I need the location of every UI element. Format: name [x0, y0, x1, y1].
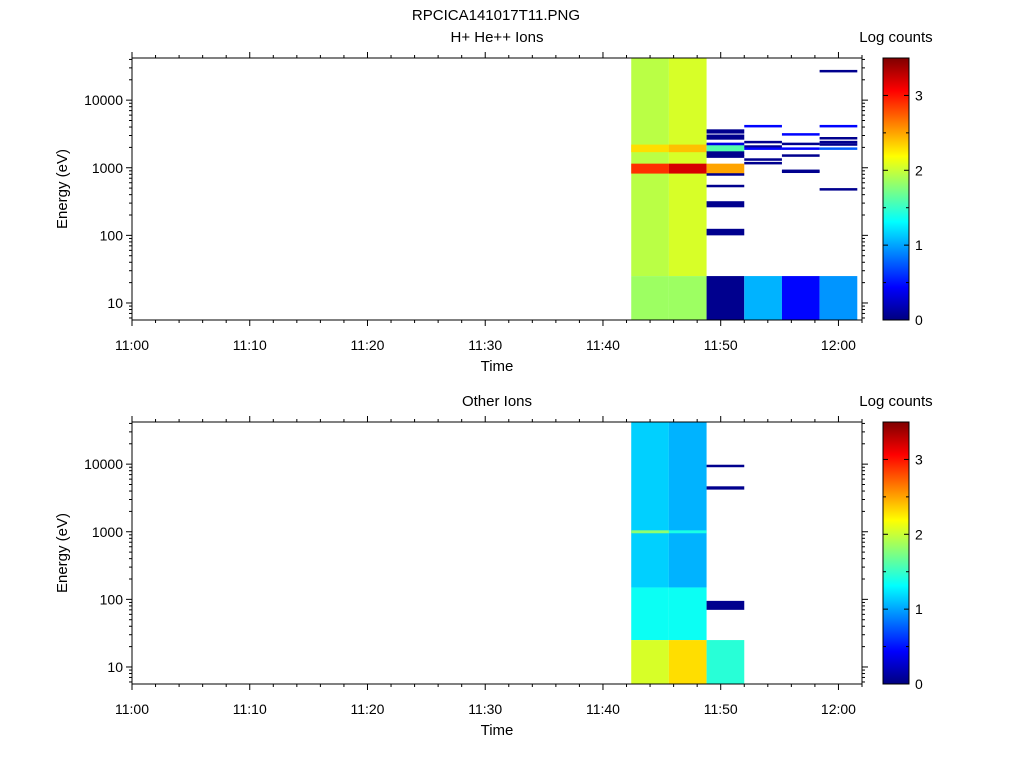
figure-title: RPCICA141017T11.PNG — [412, 7, 580, 24]
heatmap-cell — [631, 530, 669, 534]
heatmap-cell — [744, 276, 782, 320]
x-tick-label: 11:50 — [704, 337, 738, 353]
panel-2: 11:00 11:10 11:20 11:30 11:40 11:50 12:0010100… — [54, 393, 933, 739]
heatmap-cell — [706, 142, 745, 146]
heatmap-cell — [706, 155, 745, 158]
x-tick-label: 11:20 — [350, 337, 384, 353]
colorbar-label: Log counts — [859, 393, 932, 410]
heatmap-cell — [744, 158, 782, 161]
heatmap-cell — [706, 134, 745, 140]
heatmap-cell — [744, 161, 782, 165]
heatmap-cell — [781, 133, 820, 136]
colorbar — [882, 57, 910, 321]
heatmap-cell — [706, 201, 745, 208]
heatmap-cell — [781, 170, 820, 174]
colorbar-tick-label: 1 — [915, 237, 923, 253]
heatmap-cell — [781, 147, 820, 150]
heatmap-cell — [819, 137, 858, 140]
heatmap-cell — [668, 640, 707, 684]
x-tick-label: 12:00 — [821, 701, 856, 717]
y-axis-label: Energy (eV) — [54, 513, 71, 593]
heatmap-cell — [706, 486, 745, 490]
x-tick-label: 11:30 — [468, 337, 502, 353]
colorbar-tick-label: 2 — [915, 162, 923, 178]
y-tick-label: 100 — [100, 227, 124, 243]
colorbar-tick-label: 2 — [915, 526, 923, 542]
colorbar — [882, 421, 910, 685]
heatmap-cell — [706, 144, 745, 153]
heatmap-cell — [819, 147, 858, 150]
heatmap-cell — [706, 640, 745, 684]
heatmap-cell — [668, 530, 707, 534]
heatmap-cell — [631, 163, 669, 174]
x-tick-label: 11:20 — [350, 701, 384, 717]
x-tick-label: 11:40 — [586, 701, 620, 717]
x-axis-label: Time — [481, 722, 514, 739]
x-tick-label: 12:00 — [821, 337, 856, 353]
heatmap-cell — [631, 144, 669, 153]
colorbar-tick-label: 0 — [915, 676, 923, 692]
y-tick-label: 1000 — [92, 160, 123, 176]
heatmap-cell — [706, 163, 745, 174]
heatmap-cell — [631, 640, 669, 684]
heatmap-cell — [819, 143, 858, 146]
heatmap-cell — [819, 140, 858, 144]
plot-frame — [131, 421, 863, 685]
heatmap-cell — [706, 173, 745, 176]
colorbar-tick-label: 1 — [915, 601, 923, 617]
plot-frame — [131, 57, 863, 321]
heatmap-cell — [744, 147, 782, 150]
heatmap-cell — [706, 151, 745, 156]
heatmap-cell — [819, 276, 858, 320]
heatmap-cell — [668, 422, 707, 588]
heatmap-cell — [781, 154, 820, 157]
heatmap-cell — [668, 144, 707, 153]
heatmap-cell — [819, 188, 858, 191]
y-tick-label: 10000 — [84, 456, 123, 472]
y-tick-label: 1000 — [92, 524, 123, 540]
heatmap-cell — [744, 124, 782, 128]
colorbar-tick-label: 3 — [915, 451, 923, 467]
heatmap-cell — [668, 587, 707, 641]
x-tick-label: 11:10 — [233, 701, 267, 717]
heatmap-cell — [631, 276, 669, 320]
y-axis-label: Energy (eV) — [54, 149, 71, 229]
y-tick-label: 10000 — [84, 92, 123, 108]
heatmap-cell — [668, 163, 707, 174]
heatmap-cell — [706, 276, 745, 320]
y-tick-label: 100 — [100, 591, 124, 607]
x-tick-label: 11:40 — [586, 337, 620, 353]
heatmap-cell — [706, 600, 745, 610]
panel-1: 11:00 11:10 11:20 11:30 11:40 11:50 12:0010100… — [54, 29, 933, 375]
y-tick-label: 10 — [107, 659, 123, 675]
heatmap-cell — [819, 124, 858, 128]
y-tick-label: 10 — [107, 295, 123, 311]
heatmap-cell — [781, 276, 820, 320]
heatmap-cell — [706, 184, 745, 188]
colorbar-label: Log counts — [859, 29, 932, 46]
colorbar-tick-label: 3 — [915, 87, 923, 103]
heatmap-cell — [668, 276, 707, 320]
x-tick-label: 11:10 — [233, 337, 267, 353]
heatmap-cell — [744, 145, 782, 148]
x-tick-label: 11:00 — [115, 701, 149, 717]
x-axis-label: Time — [481, 358, 514, 375]
heatmap-cell — [706, 129, 745, 134]
x-tick-label: 11:30 — [468, 701, 502, 717]
heatmap-cell — [744, 140, 782, 144]
colorbar-tick-label: 0 — [915, 312, 923, 328]
heatmap-cell — [781, 142, 820, 146]
heatmap-cell — [819, 69, 858, 73]
x-tick-label: 11:50 — [704, 701, 738, 717]
heatmap-cell — [631, 422, 669, 588]
panel-title: H+ He++ Ions — [451, 29, 544, 46]
heatmap-cell — [706, 228, 745, 236]
x-tick-label: 11:00 — [115, 337, 149, 353]
heatmap-cell — [631, 587, 669, 641]
panel-title: Other Ions — [462, 393, 532, 410]
heatmap-cell — [706, 464, 745, 468]
